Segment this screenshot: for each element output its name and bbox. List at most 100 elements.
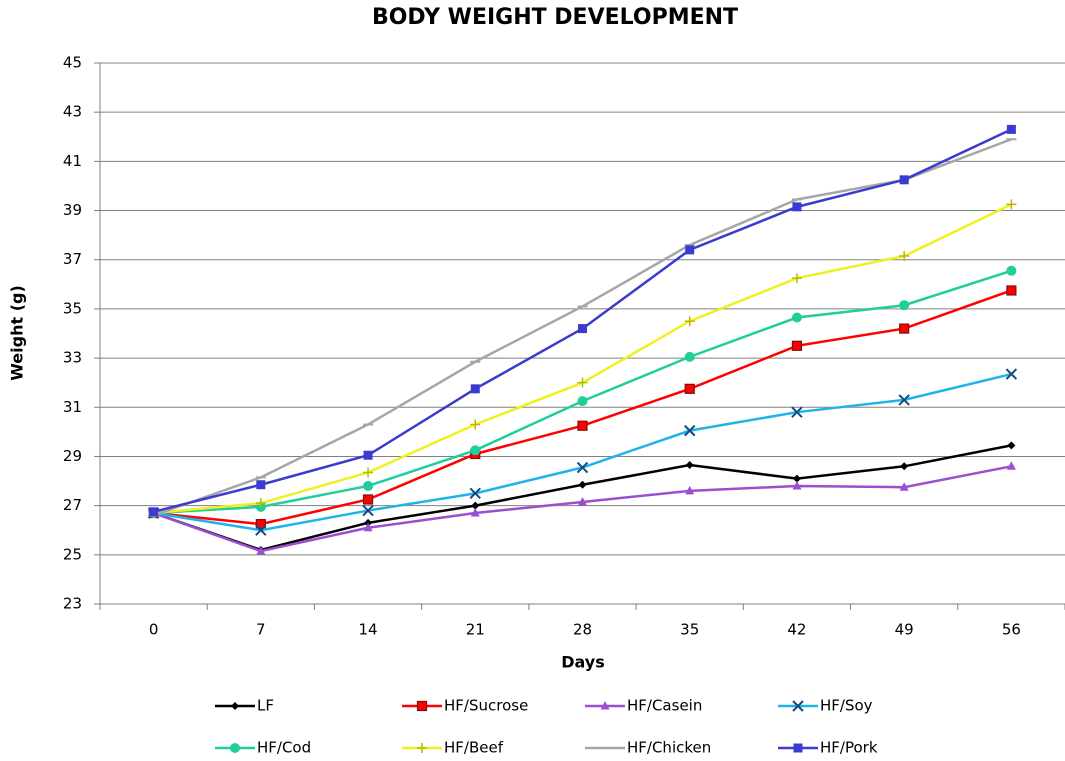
legend-item: LF [215, 697, 274, 715]
marker [899, 251, 910, 262]
y-tick-label: 23 [63, 595, 82, 613]
marker [899, 482, 909, 491]
marker [230, 743, 240, 753]
legend-item: HF/Soy [778, 697, 873, 715]
marker [792, 474, 801, 483]
marker [255, 518, 266, 530]
y-tick-label: 31 [63, 398, 82, 416]
marker [685, 485, 695, 495]
legend-item: HF/Cod [215, 739, 311, 757]
marker [578, 324, 587, 334]
marker [685, 245, 695, 255]
marker [684, 316, 695, 327]
y-tick-label: 41 [63, 152, 82, 170]
x-tick-label: 35 [680, 621, 699, 639]
marker [899, 175, 909, 185]
marker [362, 494, 374, 505]
legend-label: HF/Casein [627, 697, 702, 715]
x-axis-title: Days [561, 653, 605, 672]
y-axis-title: Weight (g) [8, 285, 27, 381]
legend-item: HF/Sucrose [402, 697, 528, 715]
marker [898, 394, 910, 406]
marker [791, 340, 803, 351]
y-tick-label: 35 [63, 299, 82, 317]
marker [470, 508, 480, 517]
marker [417, 743, 427, 753]
marker [363, 450, 373, 460]
legend-label: LF [257, 697, 274, 715]
legend-item: HF/Beef [402, 739, 504, 757]
legend-label: HF/Sucrose [444, 697, 528, 715]
marker [1006, 285, 1017, 296]
marker [1005, 368, 1018, 380]
marker [685, 461, 694, 470]
marker [791, 273, 802, 284]
legend-item: HF/Pork [778, 739, 878, 757]
marker [577, 420, 588, 431]
x-tick-label: 56 [1002, 621, 1021, 639]
marker [363, 480, 374, 491]
marker [256, 480, 266, 490]
marker [791, 312, 802, 323]
marker [791, 406, 803, 418]
y-tick-label: 33 [63, 349, 82, 367]
y-tick-label: 43 [63, 103, 82, 121]
marker [1006, 265, 1017, 276]
marker [470, 384, 480, 394]
legend-item: HF/Casein [585, 697, 702, 715]
marker [255, 524, 267, 536]
marker [900, 462, 909, 471]
y-tick-label: 45 [63, 54, 82, 72]
legend-label: HF/Beef [444, 739, 504, 757]
y-tick-label: 37 [63, 250, 82, 268]
marker [684, 424, 696, 437]
marker [149, 507, 159, 517]
series [149, 461, 1016, 555]
marker [470, 419, 481, 430]
x-tick-label: 0 [149, 621, 159, 639]
y-tick-label: 25 [63, 545, 82, 563]
marker [792, 700, 804, 712]
x-tick-label: 49 [895, 621, 914, 639]
marker [576, 461, 589, 474]
marker [1006, 199, 1017, 210]
marker [362, 504, 374, 517]
marker [470, 445, 481, 456]
y-tick-label: 39 [63, 201, 82, 219]
marker [578, 480, 587, 489]
marker [684, 351, 695, 362]
marker [899, 300, 910, 311]
series [147, 368, 1018, 536]
marker [469, 487, 481, 500]
legend-label: HF/Chicken [627, 739, 711, 757]
marker [363, 522, 373, 532]
marker [793, 743, 803, 753]
legend-label: HF/Pork [820, 739, 878, 757]
x-tick-label: 14 [359, 621, 378, 639]
marker [899, 323, 910, 334]
marker [792, 202, 802, 212]
y-tick-label: 29 [63, 447, 82, 465]
series [149, 124, 1016, 517]
x-tick-label: 7 [256, 621, 266, 639]
marker [1006, 124, 1016, 134]
legend-item: HF/Chicken [585, 739, 711, 757]
chart-title: BODY WEIGHT DEVELOPMENT [372, 5, 738, 30]
x-tick-label: 28 [573, 621, 592, 639]
marker [1007, 441, 1016, 450]
marker [256, 546, 266, 555]
y-tick-label: 27 [63, 496, 82, 514]
legend-label: HF/Soy [820, 697, 873, 715]
marker [471, 501, 480, 510]
x-tick-label: 42 [787, 621, 806, 639]
series [148, 199, 1017, 519]
marker [578, 496, 587, 506]
marker [255, 498, 266, 509]
marker [600, 701, 610, 710]
marker [363, 467, 374, 478]
marker [1006, 461, 1016, 470]
line [153, 128, 1012, 513]
marker [577, 396, 588, 407]
marker [231, 702, 239, 710]
